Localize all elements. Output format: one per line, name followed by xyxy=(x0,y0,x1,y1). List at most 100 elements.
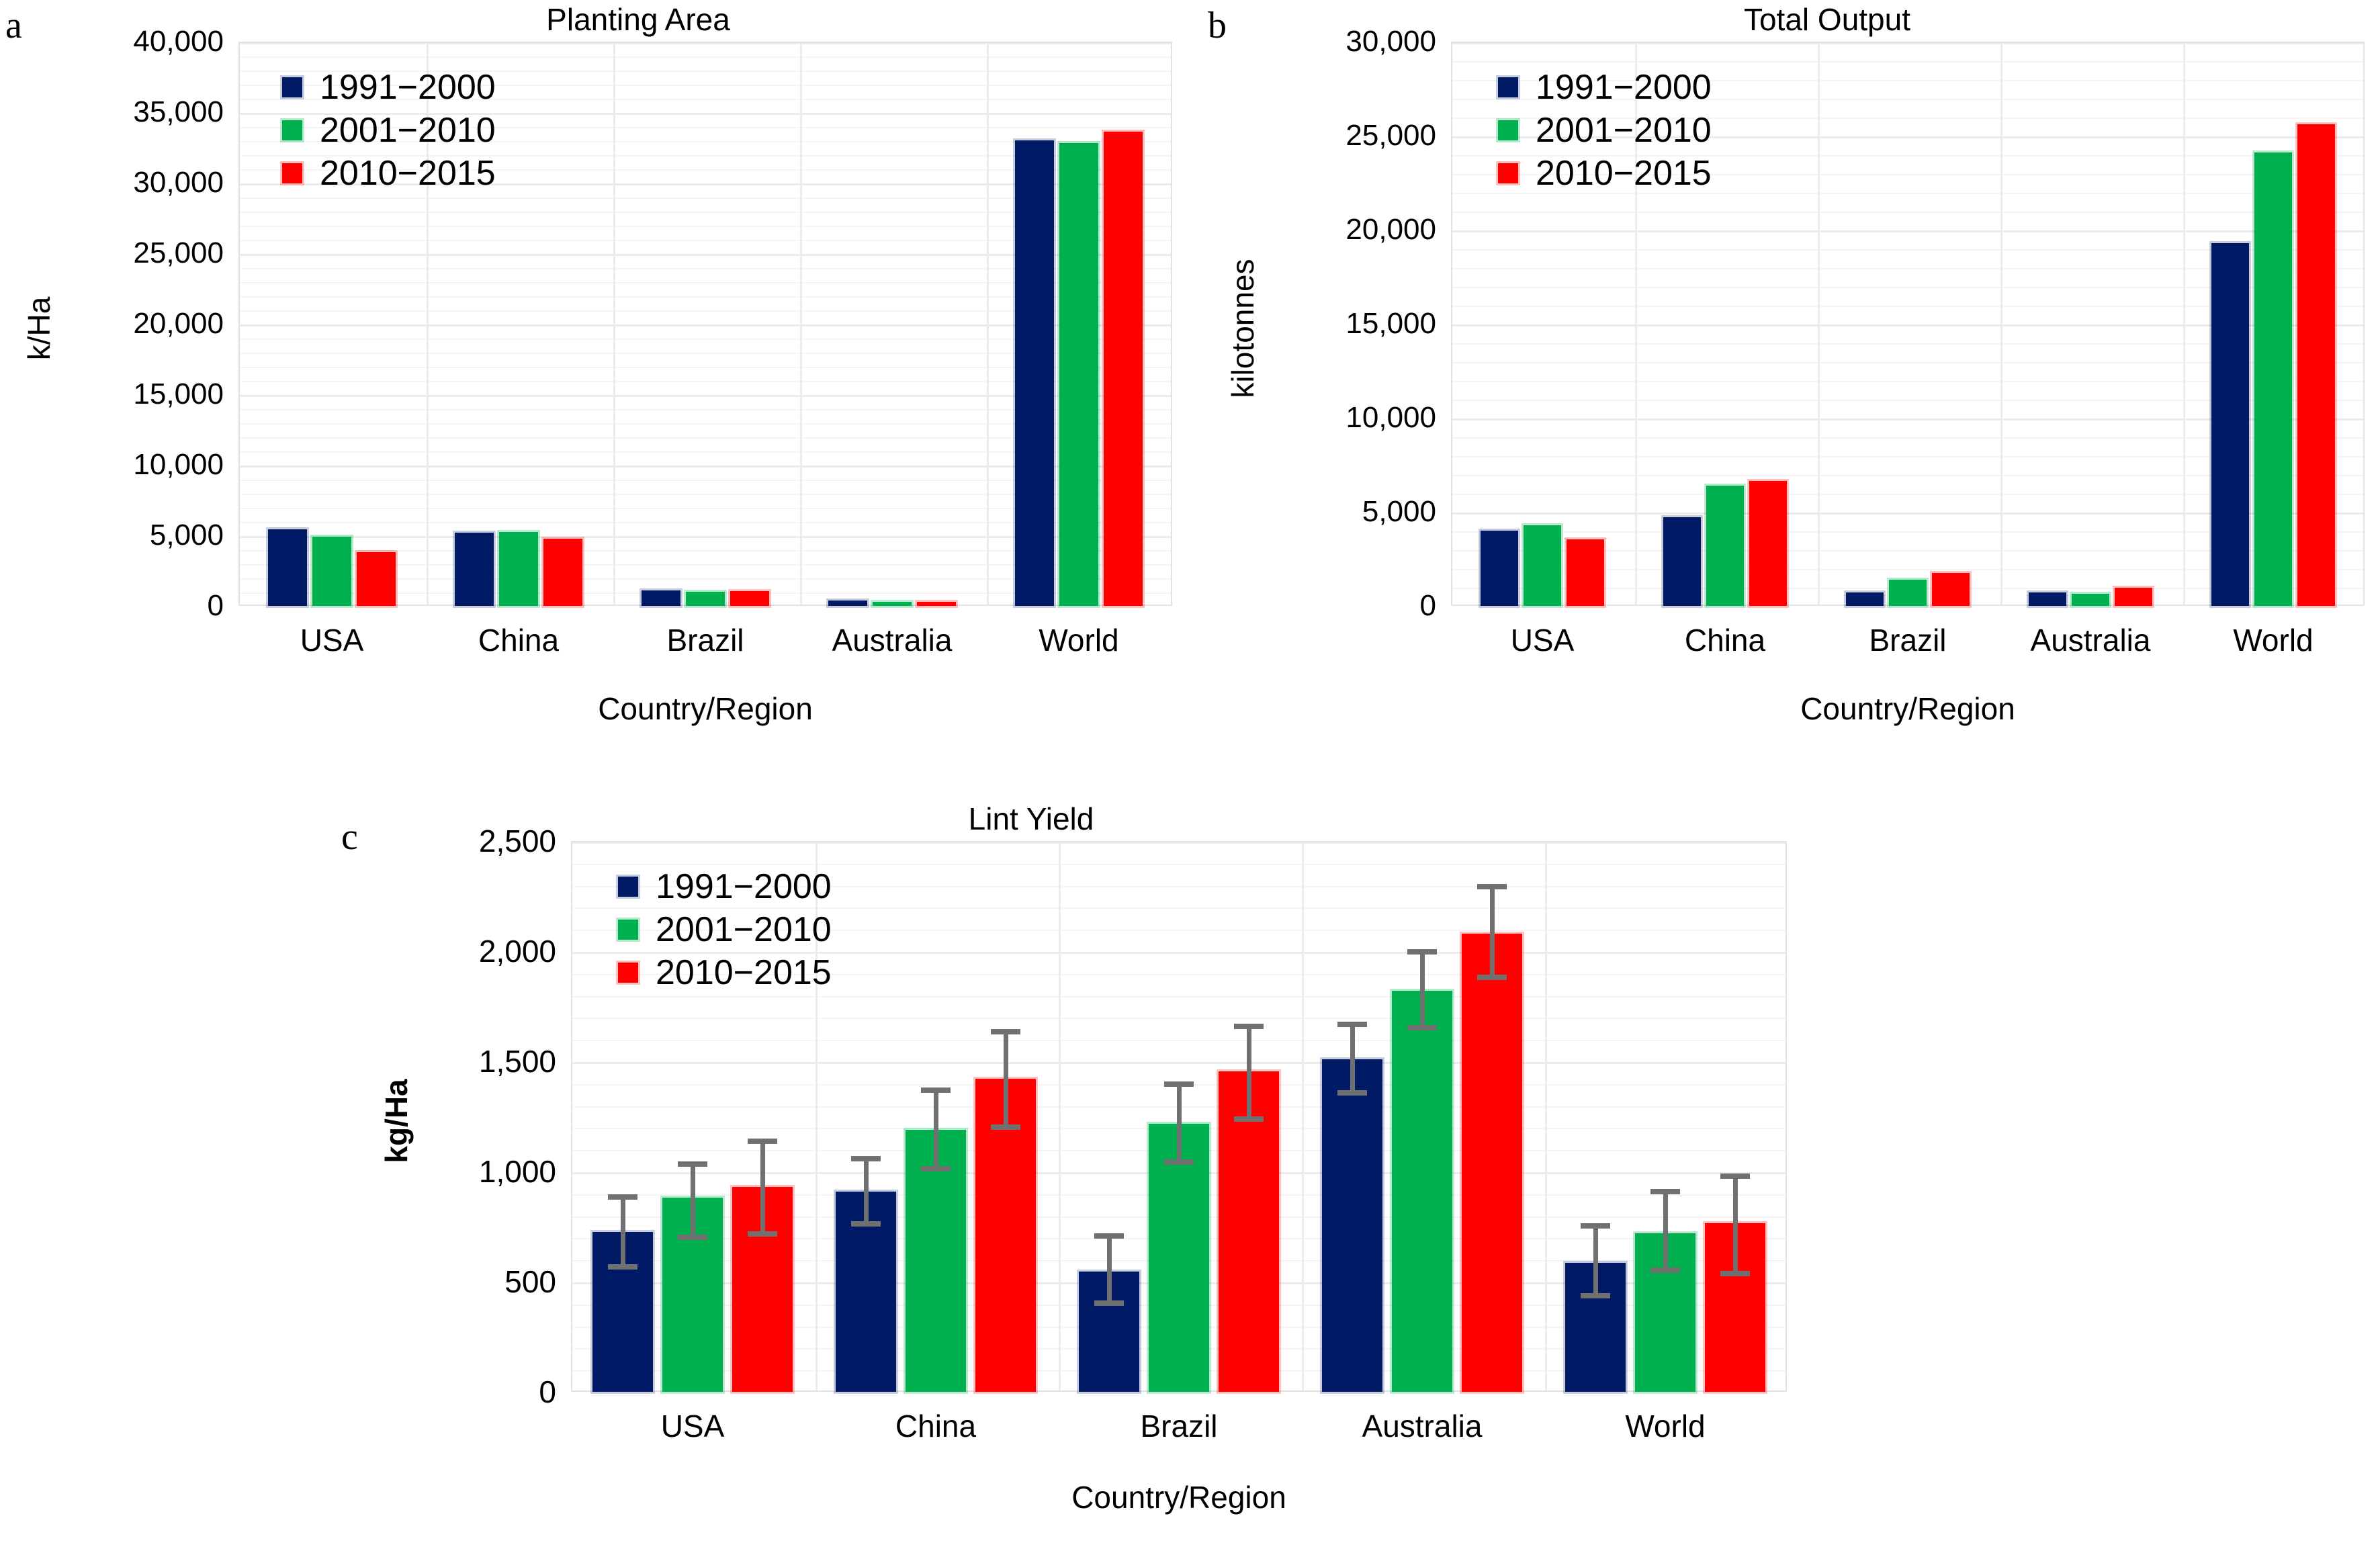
bar-australia-2 xyxy=(873,601,912,606)
gridline-vertical xyxy=(1818,43,1820,605)
legend-item-2[interactable]: 2001−2010 xyxy=(1498,109,1712,152)
error-bar-cap-upper xyxy=(921,1088,951,1094)
panel-c-x-axis-label: Country/Region xyxy=(1071,1480,1286,1515)
legend-swatch-icon xyxy=(1498,120,1518,140)
gridline-vertical xyxy=(816,842,818,1390)
gridline-vertical xyxy=(800,43,802,605)
error-bar-stem xyxy=(1106,1233,1112,1306)
minor-gridline xyxy=(1452,475,2363,476)
minor-gridline xyxy=(1452,80,2363,81)
error-bar-cap-upper xyxy=(1164,1081,1194,1087)
legend-item-3[interactable]: 2010−2015 xyxy=(618,951,832,994)
minor-gridline xyxy=(240,578,1171,580)
error-bar-cap-upper xyxy=(678,1161,707,1167)
error-bar-china-1 xyxy=(836,1156,896,1227)
panel-b-letter: b xyxy=(1208,5,1227,46)
minor-gridline xyxy=(240,127,1171,128)
minor-gridline xyxy=(1452,437,2363,439)
legend-item-1[interactable]: 1991−2000 xyxy=(282,66,496,109)
gridline-horizontal xyxy=(240,183,1171,185)
minor-gridline xyxy=(240,99,1171,100)
error-bar-cap-lower xyxy=(1581,1292,1610,1298)
minor-gridline xyxy=(572,863,1786,865)
legend-item-1[interactable]: 1991−2000 xyxy=(1498,66,1712,109)
minor-gridline xyxy=(240,423,1171,425)
minor-gridline xyxy=(240,296,1171,298)
error-bar-stem xyxy=(690,1161,695,1240)
minor-gridline xyxy=(240,141,1171,142)
error-bar-cap-lower xyxy=(1650,1267,1680,1273)
minor-gridline xyxy=(1452,400,2363,401)
gridline-horizontal xyxy=(1452,513,2363,515)
gridline-vertical xyxy=(1635,43,1637,605)
error-bar-cap-upper xyxy=(1581,1223,1610,1229)
minor-gridline xyxy=(1452,118,2363,119)
legend-label: 2010−2015 xyxy=(1536,154,1712,193)
bar-australia-2 xyxy=(2072,593,2109,606)
bar-australia-1 xyxy=(828,601,867,606)
minor-gridline xyxy=(1452,61,2363,62)
minor-gridline xyxy=(572,930,1786,932)
y-tick-label: 30,000 xyxy=(133,166,224,199)
panel-b-y-axis-label: kilotonnes xyxy=(1225,259,1260,398)
error-bar-cap-upper xyxy=(1720,1173,1750,1180)
minor-gridline xyxy=(1452,381,2363,382)
error-bar-stem xyxy=(1246,1024,1251,1122)
error-bar-cap-upper xyxy=(1477,883,1507,889)
bar-world-3 xyxy=(1104,132,1143,606)
panel-b-legend: 1991−2000 2001−2010 2010−2015 xyxy=(1498,66,1712,195)
gridline-vertical xyxy=(1059,842,1061,1390)
legend-label: 2001−2010 xyxy=(1536,111,1712,150)
panel-lint-yield: c Lint Yield 0 500 1,000 1,500 2,000 2,500 kg… xyxy=(336,779,2056,1553)
error-bar-stem xyxy=(1419,948,1425,1031)
minor-gridline xyxy=(240,381,1171,382)
error-bar-cap-lower xyxy=(1720,1270,1750,1276)
error-bar-cap-lower xyxy=(1164,1159,1194,1165)
bar-australia-2 xyxy=(1392,991,1452,1392)
legend-item-1[interactable]: 1991−2000 xyxy=(618,865,832,908)
error-bar-stem xyxy=(1176,1081,1182,1165)
panel-c-plot-area: 0 500 1,000 1,500 2,000 2,500 kg/Ha USA China B… xyxy=(336,779,2056,1553)
panel-a-y-axis-label: k/Ha xyxy=(21,296,56,361)
minor-gridline xyxy=(240,480,1171,481)
y-tick-label: 0 xyxy=(207,589,224,622)
gridline-vertical xyxy=(613,43,615,605)
panel-a-title: Planting Area xyxy=(546,2,730,37)
error-bar-cap-upper xyxy=(851,1156,881,1162)
minor-gridline xyxy=(240,353,1171,354)
error-bar-australia-1 xyxy=(1322,1021,1382,1096)
gridline-vertical xyxy=(2000,43,2002,605)
legend-item-2[interactable]: 2001−2010 xyxy=(282,109,496,152)
error-bar-australia-2 xyxy=(1392,948,1452,1031)
y-tick-label: 1,500 xyxy=(478,1044,556,1079)
error-bar-cap-upper xyxy=(608,1194,637,1200)
error-bar-brazil-3 xyxy=(1219,1024,1279,1122)
error-bar-brazil-1 xyxy=(1079,1233,1139,1306)
bar-brazil-1 xyxy=(1846,592,1884,606)
x-tick-brazil: Brazil xyxy=(1140,1409,1218,1444)
error-bar-world-2 xyxy=(1635,1189,1695,1273)
x-tick-usa: USA xyxy=(1510,623,1575,658)
error-bar-cap-upper xyxy=(1094,1233,1124,1239)
minor-gridline xyxy=(572,885,1786,887)
error-bar-cap-lower xyxy=(608,1263,637,1270)
bar-australia-3 xyxy=(917,602,956,606)
minor-gridline xyxy=(240,212,1171,213)
error-bar-stem xyxy=(1663,1189,1668,1273)
minor-gridline xyxy=(572,907,1786,909)
error-bar-cap-lower xyxy=(748,1231,777,1237)
y-tick-label: 0 xyxy=(539,1374,556,1409)
error-bar-cap-lower xyxy=(1477,974,1507,980)
y-tick-label: 20,000 xyxy=(133,307,224,340)
legend-item-3[interactable]: 2010−2015 xyxy=(282,152,496,195)
gridline-horizontal xyxy=(240,536,1171,538)
error-bar-china-2 xyxy=(906,1088,966,1171)
error-bar-cap-upper xyxy=(1234,1024,1264,1030)
panel-c-letter: c xyxy=(341,816,358,858)
legend-item-3[interactable]: 2010−2015 xyxy=(1498,152,1712,195)
minor-gridline xyxy=(1452,531,2363,533)
error-bar-cap-upper xyxy=(748,1138,777,1144)
legend-item-2[interactable]: 2001−2010 xyxy=(618,908,832,951)
panel-planting-area: a Planting Area 0 5,000 10,000 15,000 20,000… xyxy=(0,0,1190,777)
gridline-vertical xyxy=(987,43,989,605)
